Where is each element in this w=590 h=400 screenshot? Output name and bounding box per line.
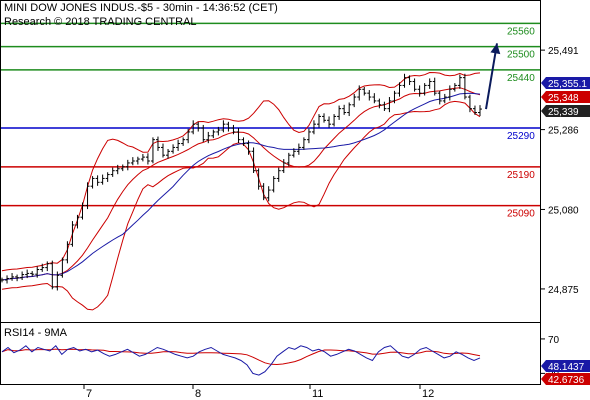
moving-average [1,92,481,281]
rsi-tag-label: 42.6736 [548,375,585,386]
price-tag-label: 25,355.1 [548,79,587,90]
time-axis: 7 8 11 12 [83,384,434,400]
rsi-tick-label: 70 [548,335,560,346]
research-credit: Research © 2018 TRADING CENTRAL [4,16,197,28]
level-lines: 25560 25500 25440 25290 25190 25090 [1,22,540,220]
chart-title: MINI DOW JONES INDUS.-$5 - 30min - 14:36… [4,2,278,14]
rsi-tag-label: 48.1437 [548,362,585,373]
rsi-tag-box [541,360,590,372]
arrow-line [485,43,498,110]
time-tick-label: 7 [86,388,92,400]
price-tag-label: 25,339 [548,107,579,118]
value-tags: 25,355.1 25,348 25,339 48.1437 42.6736 [541,77,590,386]
price-tick-label: 24,875 [548,285,579,296]
price-tag-box [541,91,590,103]
price-tag-box [541,77,590,89]
middle-band-line [1,87,481,281]
level-label-25500: 25500 [507,50,535,61]
ma-line [1,92,481,281]
level-label-25560: 25560 [507,26,535,37]
level-label-25440: 25440 [507,73,535,84]
price-tick-label: 25,286 [548,126,579,137]
time-tick-label: 8 [195,388,201,400]
rsi-lines [1,345,481,376]
price-bars [0,73,482,291]
price-tag-label: 25,348 [548,93,579,104]
rsi-line [1,345,481,376]
target-arrow [485,43,501,110]
bollinger-bands [1,71,481,311]
level-label-25290: 25290 [507,131,535,142]
time-tick-label: 11 [312,388,323,400]
price-tick-label: 25,491 [548,46,579,57]
price-tag-box [541,105,590,117]
price-panel-frame [0,0,541,323]
rsi-ma-line [1,348,481,366]
arrow-head [490,43,501,55]
level-label-25190: 25190 [507,170,535,181]
time-tick-label: 12 [422,388,434,400]
level-label-25090: 25090 [507,209,535,220]
rsi-tag-box [541,373,590,385]
rsi-panel-label: RSI14 - 9MA [4,327,67,339]
price-tick-label: 25,080 [548,205,579,216]
upper-band-line [1,71,481,272]
